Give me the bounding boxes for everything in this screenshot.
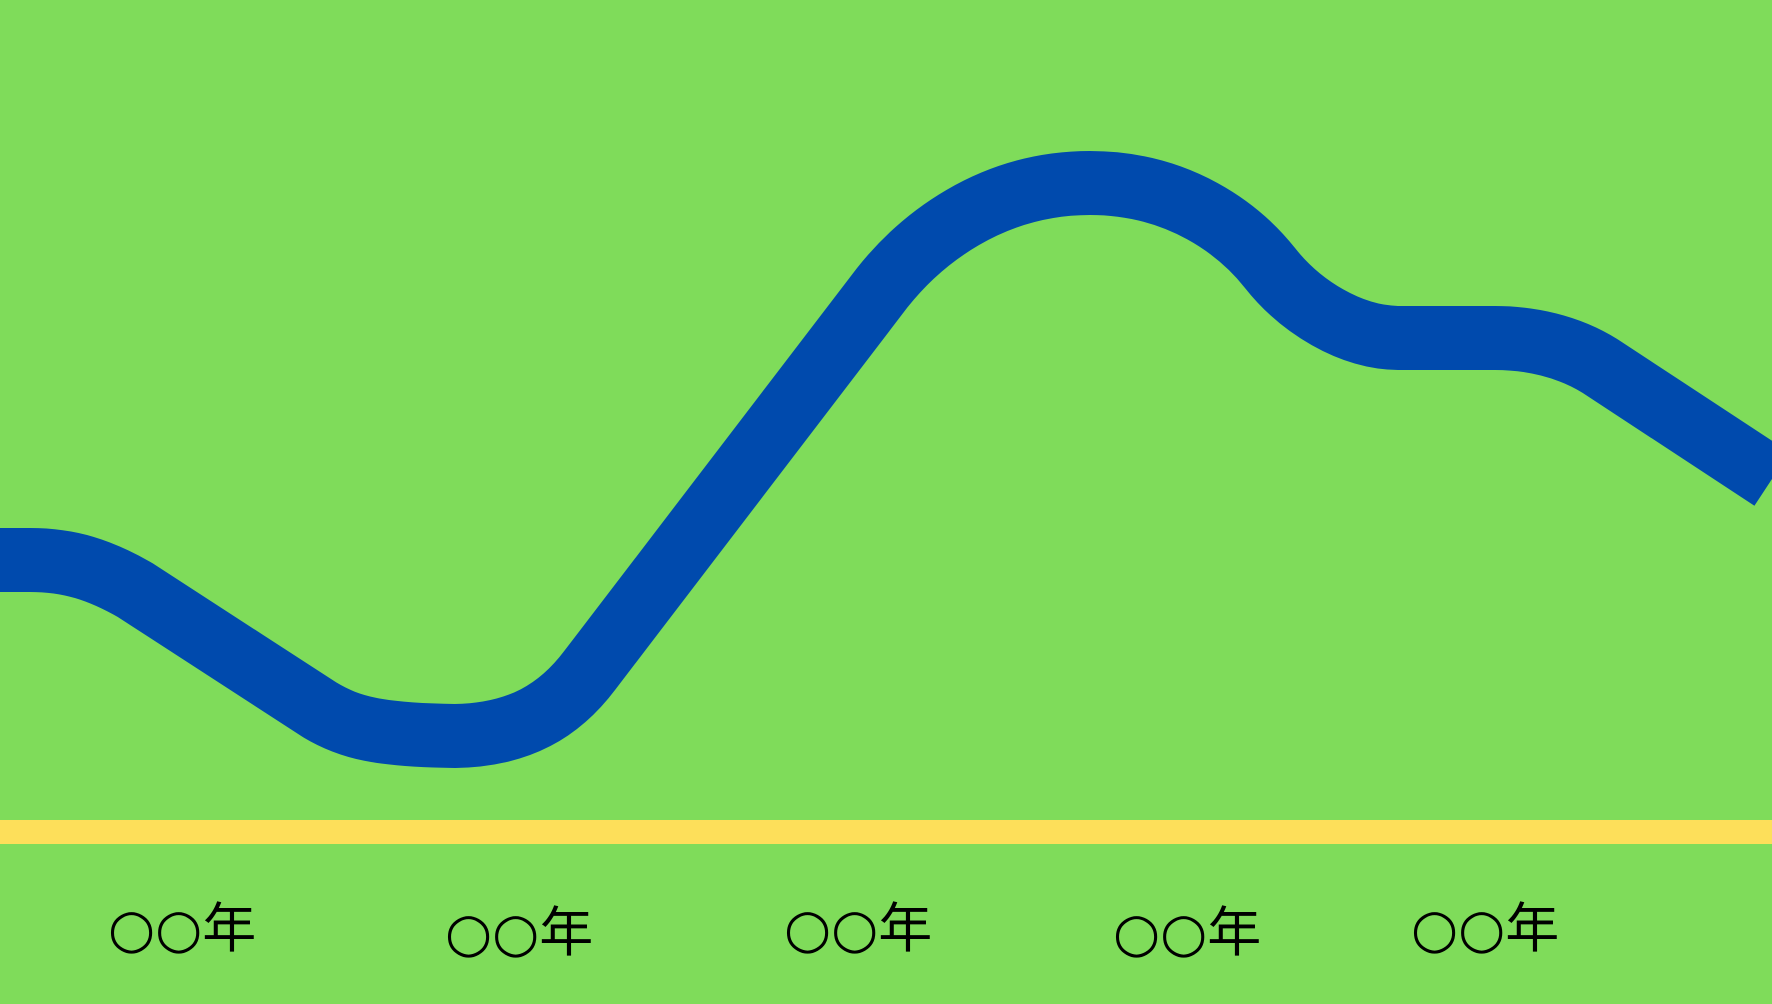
river-path	[0, 151, 1772, 768]
year-label-2: ○○年	[445, 901, 594, 964]
timeline-axis	[0, 820, 1772, 844]
year-label-1: ○○年	[108, 897, 257, 960]
year-label-5: ○○年	[1411, 897, 1560, 960]
year-label-3: ○○年	[784, 897, 933, 960]
year-label-4: ○○年	[1113, 901, 1262, 964]
